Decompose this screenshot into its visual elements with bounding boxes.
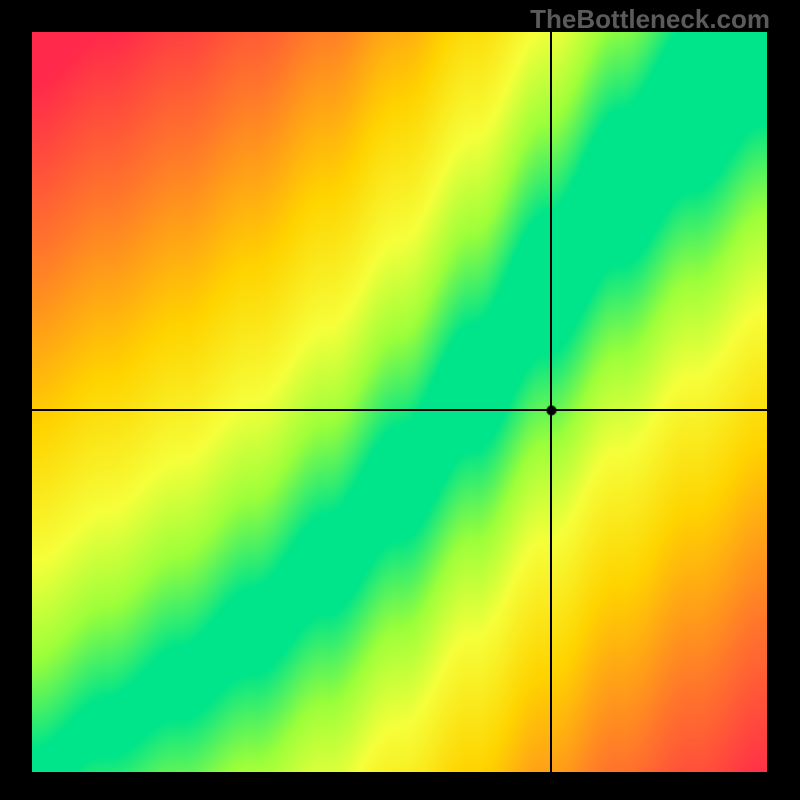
crosshair-marker: [32, 32, 767, 772]
plot-area: [32, 32, 767, 772]
watermark-text: TheBottleneck.com: [530, 4, 770, 35]
chart-frame: TheBottleneck.com: [0, 0, 800, 800]
